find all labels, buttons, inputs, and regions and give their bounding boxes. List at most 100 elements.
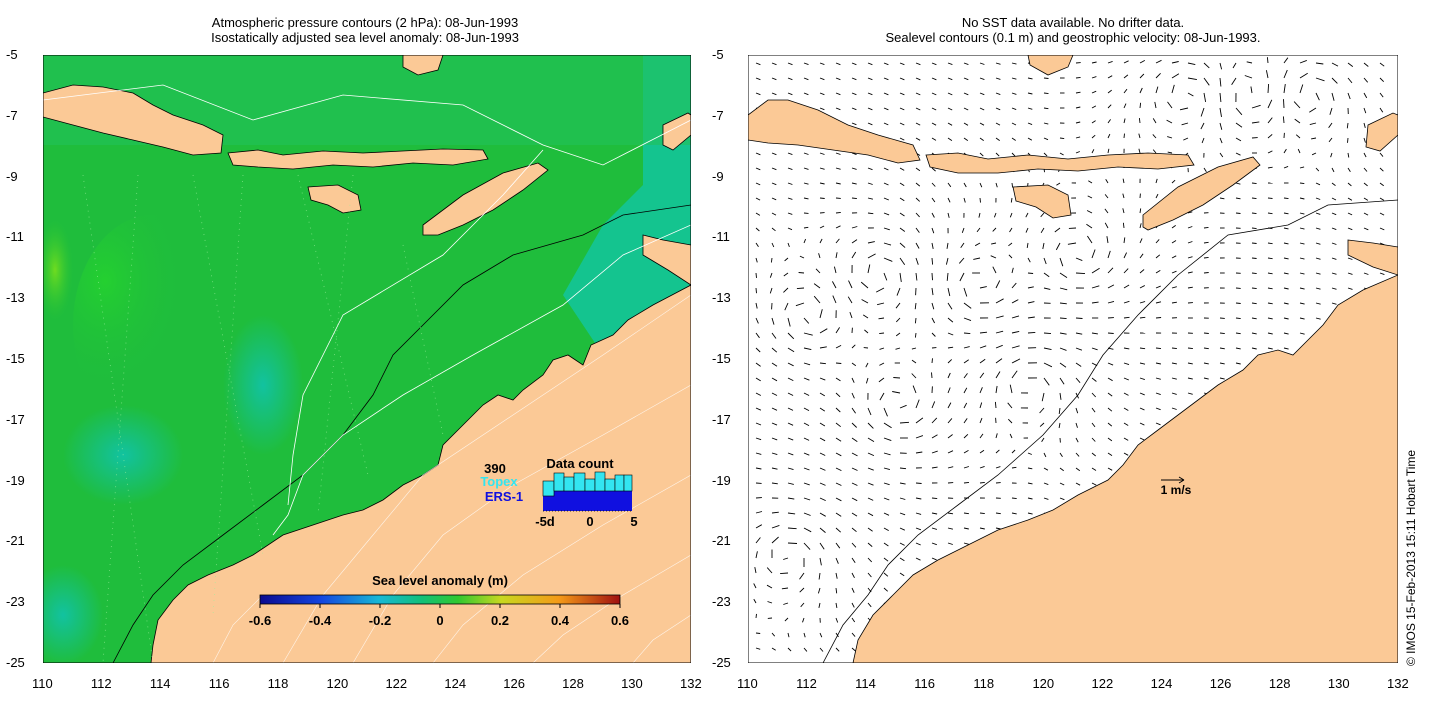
velocity-arrow — [963, 433, 969, 439]
velocity-arrow — [819, 152, 825, 155]
velocity-arrow — [1059, 287, 1068, 291]
velocity-arrow — [963, 542, 969, 545]
velocity-arrow — [851, 377, 855, 383]
velocity-arrow — [1011, 299, 1019, 304]
velocity-arrow — [1219, 137, 1223, 144]
velocity-arrow — [947, 212, 950, 218]
velocity-arrow — [963, 346, 970, 349]
velocity-arrow — [1088, 180, 1093, 184]
australia-ne-bump — [642, 234, 691, 286]
velocity-arrow — [979, 512, 985, 515]
velocity-arrow — [979, 481, 985, 484]
velocity-arrow — [915, 542, 921, 546]
velocity-arrow — [963, 402, 968, 409]
velocity-arrow — [835, 211, 841, 214]
left-title-line1: Atmospheric pressure contours (2 hPa): 0… — [211, 15, 519, 30]
velocity-arrow — [799, 255, 805, 259]
velocity-arrow — [1203, 362, 1209, 365]
velocity-arrow — [835, 497, 842, 502]
velocity-arrow — [1293, 101, 1301, 109]
velocity-arrow — [819, 182, 825, 185]
velocity-arrow — [803, 527, 812, 533]
velocity-arrow — [787, 77, 793, 81]
velocity-arrow — [755, 422, 762, 426]
velocity-arrow — [1123, 407, 1129, 411]
velocity-arrow — [803, 197, 809, 200]
velocity-arrow — [979, 137, 984, 141]
velocity-arrow — [835, 512, 842, 517]
velocity-arrow — [1283, 317, 1289, 320]
velocity-arrow — [787, 362, 794, 367]
velocity-arrow — [864, 329, 869, 334]
velocity-arrow — [931, 358, 933, 364]
velocity-arrow — [979, 77, 985, 81]
pressure-contour-6 — [432, 474, 691, 663]
velocity-arrow — [1007, 402, 1013, 409]
velocity-arrow — [803, 332, 813, 336]
velocity-arrow — [995, 527, 1001, 530]
velocity-arrow — [1203, 62, 1210, 69]
velocity-arrow — [1139, 437, 1145, 441]
velocity-arrow — [851, 452, 858, 457]
velocity-arrow — [1123, 347, 1130, 350]
velocity-arrow — [995, 77, 1001, 80]
velocity-arrow — [1267, 287, 1273, 290]
lat-tick-label: -19 — [712, 472, 731, 488]
velocity-arrow — [1011, 345, 1020, 349]
velocity-arrow — [1139, 316, 1146, 319]
velocity-arrow — [1363, 182, 1368, 187]
velocity-arrow — [1107, 250, 1111, 259]
velocity-arrow — [1251, 332, 1257, 335]
velocity-arrow — [1106, 236, 1109, 244]
velocity-arrow — [787, 482, 794, 485]
velocity-arrow — [1232, 62, 1237, 69]
ocean-teal-n — [43, 55, 691, 145]
velocity-arrow — [1139, 73, 1145, 79]
velocity-arrow — [1027, 257, 1031, 263]
velocity-arrow — [1363, 107, 1367, 114]
lon-tick-label: 116 — [914, 676, 935, 691]
velocity-arrow — [800, 602, 805, 608]
velocity-arrow — [947, 107, 953, 111]
velocity-arrow — [899, 572, 905, 577]
velocity-arrow — [1283, 287, 1289, 290]
velocity-arrow — [755, 182, 761, 186]
velocity-arrow — [1059, 137, 1065, 140]
velocity-arrow — [1107, 300, 1115, 304]
velocity-arrow — [1331, 182, 1336, 186]
velocity-arrow — [899, 257, 906, 265]
velocity-arrow — [915, 272, 918, 281]
velocity-arrow — [1328, 137, 1333, 143]
lat-tick-label: -9 — [712, 168, 724, 184]
velocity-arrow — [1139, 422, 1145, 426]
velocity-arrow — [995, 433, 998, 439]
velocity-arrow — [803, 317, 810, 324]
velocity-arrow — [771, 452, 778, 456]
velocity-arrow — [865, 362, 869, 368]
velocity-arrow — [1311, 152, 1317, 156]
velocity-arrow — [755, 167, 761, 171]
velocity-arrow — [1201, 137, 1205, 144]
velocity-arrow — [1329, 107, 1333, 115]
velocity-arrow — [995, 449, 1000, 454]
lat-tick-label: -21 — [712, 533, 731, 549]
velocity-arrow — [835, 167, 841, 170]
velocity-arrow — [1105, 179, 1109, 184]
velocity-arrow — [899, 272, 902, 282]
lat-tick-label: -25 — [6, 655, 25, 670]
velocity-arrow — [979, 107, 985, 111]
velocity-arrow — [867, 497, 874, 501]
velocity-arrow — [819, 542, 825, 550]
lon-tick-label: 130 — [621, 676, 643, 691]
lon-tick-label: 122 — [1091, 676, 1114, 691]
velocity-arrow — [899, 62, 905, 66]
velocity-arrow — [819, 92, 825, 96]
velocity-arrow — [915, 137, 921, 141]
velocity-arrow — [990, 255, 997, 259]
velocity-arrow — [1299, 72, 1308, 79]
velocity-arrow — [979, 358, 986, 364]
velocity-arrow — [754, 567, 757, 574]
velocity-arrow — [1139, 392, 1145, 396]
velocity-arrow — [994, 401, 997, 409]
velocity-arrow — [1122, 208, 1125, 214]
